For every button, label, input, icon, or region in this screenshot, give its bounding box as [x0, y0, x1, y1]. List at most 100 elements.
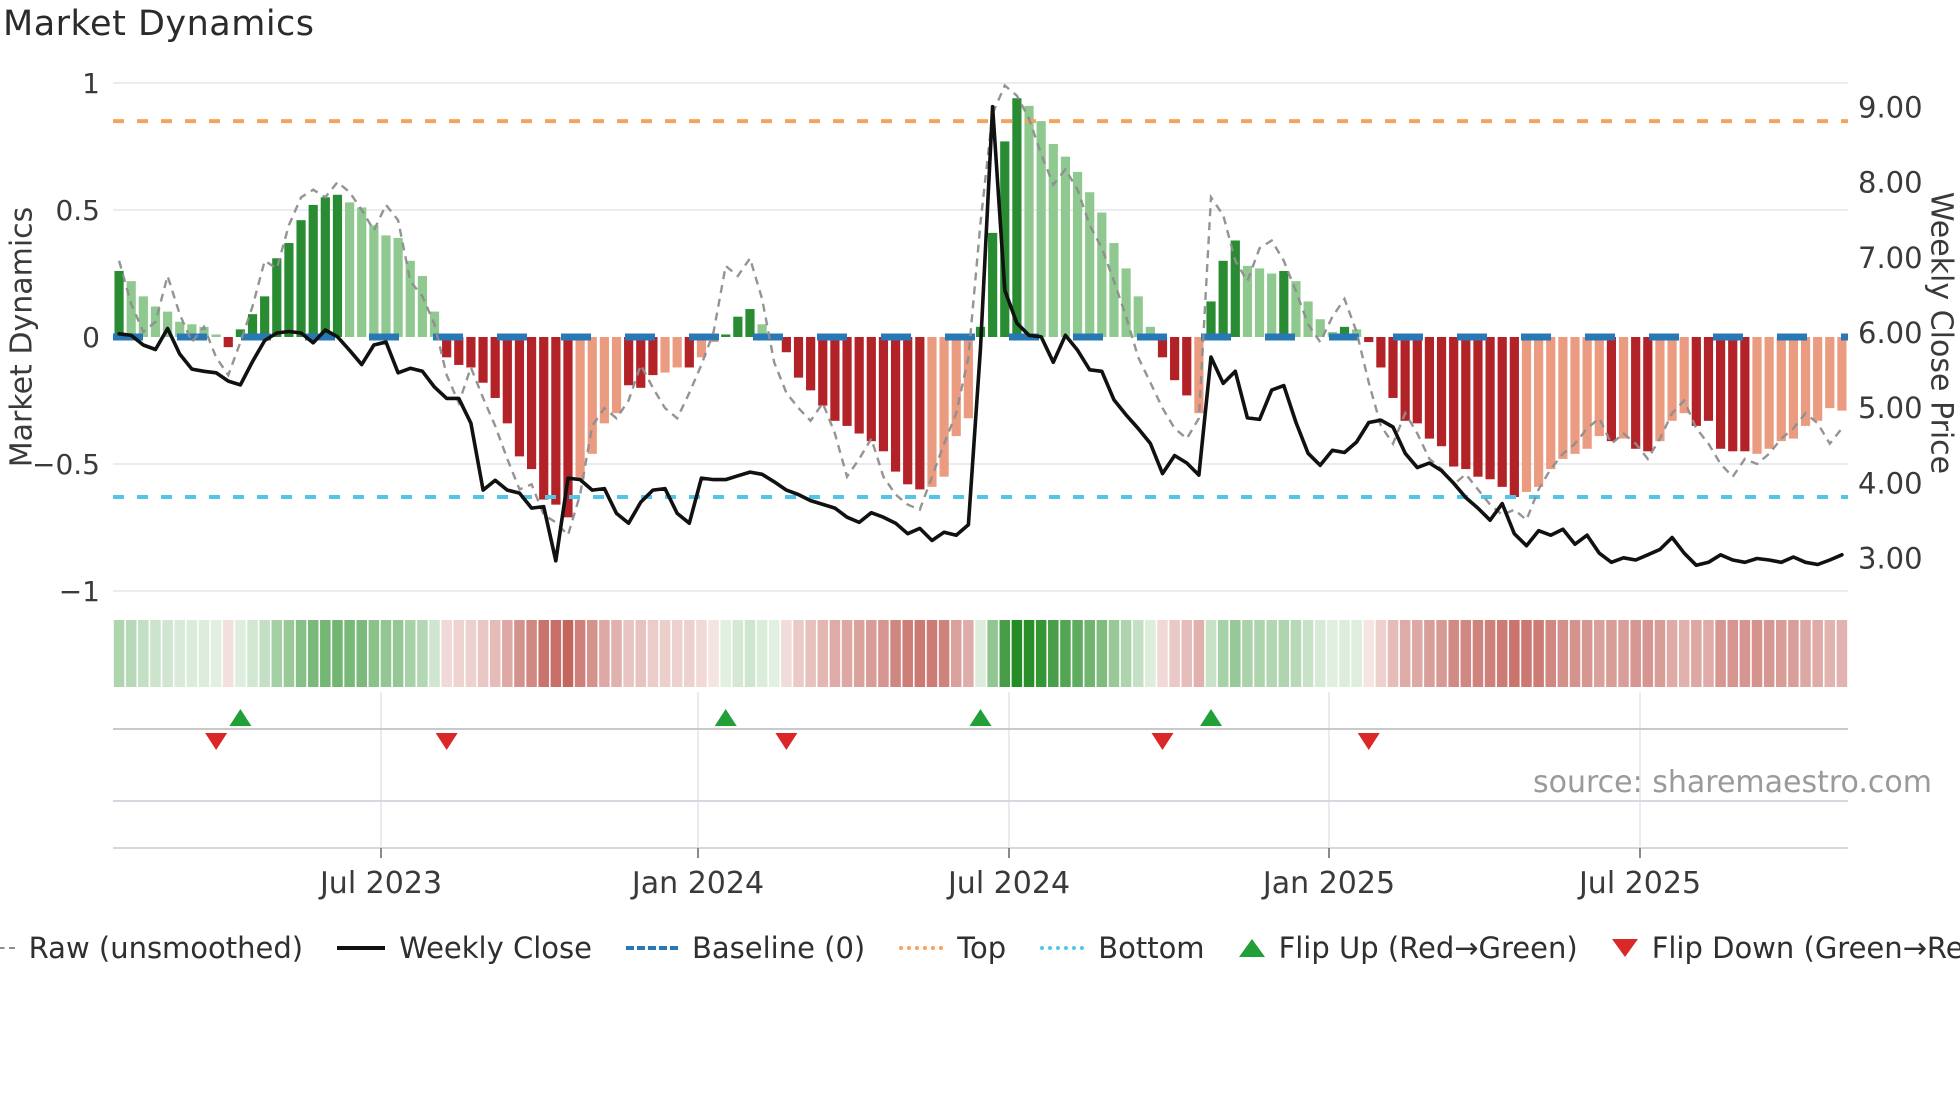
legend-item-top: Top	[899, 931, 1006, 965]
heatmap-cell	[259, 620, 270, 687]
bar	[1133, 296, 1143, 337]
right-axis-tick: 9.00	[1858, 90, 1923, 124]
bar	[175, 321, 185, 337]
bar	[963, 337, 973, 419]
heatmap-cell	[878, 620, 889, 687]
heatmap-cell	[368, 620, 380, 687]
heatmap-cell	[1654, 620, 1666, 687]
heatmap-cell	[453, 620, 465, 687]
bar	[369, 225, 379, 337]
heatmap-cell	[1217, 620, 1229, 687]
bar	[138, 296, 148, 337]
legend: Raw (unsmoothed) Weekly Close Baseline (…	[0, 926, 1960, 970]
bar	[1194, 337, 1204, 414]
bar	[1182, 337, 1192, 396]
heatmap-cell	[1727, 620, 1739, 687]
heatmap-cell	[1169, 620, 1180, 687]
heatmap-cell	[1242, 620, 1253, 687]
bar	[1461, 337, 1471, 470]
heatmap-cell	[538, 620, 549, 687]
bar	[1267, 273, 1277, 337]
heatmap-cell	[550, 620, 562, 687]
legend-item-baseline: Baseline (0)	[626, 931, 865, 965]
bar	[1012, 98, 1022, 338]
left-axis-tick: −0.5	[32, 448, 100, 481]
bar	[1206, 301, 1216, 337]
heatmap-cell	[1642, 620, 1654, 687]
heatmap-cell	[1581, 620, 1593, 687]
left-axis-tick: 1	[82, 67, 100, 100]
heatmap-cell	[684, 620, 695, 687]
right-axis-tick: 3.00	[1858, 542, 1923, 576]
bar	[1740, 337, 1750, 452]
bar	[890, 337, 901, 472]
heatmap-cell	[1132, 620, 1144, 687]
x-tick-label: Jan 2024	[630, 866, 764, 901]
heatmap-cell	[1533, 620, 1544, 687]
left-axis-tick: 0	[82, 321, 100, 354]
heatmap-cell	[1496, 620, 1508, 687]
bar	[1473, 337, 1483, 477]
x-tick-label: Jan 2025	[1261, 866, 1395, 901]
heatmap-cell	[1314, 620, 1326, 687]
bar	[260, 296, 270, 337]
heatmap-cell	[950, 620, 962, 687]
x-tick-label: Jul 2024	[946, 866, 1070, 901]
heatmap-cell	[1351, 620, 1362, 687]
bar	[854, 337, 864, 434]
bar	[344, 202, 355, 337]
bar	[1606, 337, 1617, 442]
legend-label: Weekly Close	[399, 931, 592, 965]
heatmap-cell	[1763, 620, 1775, 687]
bar	[1230, 240, 1240, 337]
bar	[114, 270, 124, 337]
heatmap-cell	[1193, 620, 1205, 687]
heatmap-cell	[963, 620, 974, 687]
heatmap-cell	[392, 620, 404, 687]
heatmap-cell	[829, 620, 841, 687]
bar	[1837, 337, 1847, 411]
bar	[1024, 105, 1034, 337]
heatmap-cell	[271, 620, 283, 687]
bar	[1752, 337, 1762, 454]
flip-down-marker	[205, 733, 228, 750]
left-axis-tick: −1	[59, 575, 100, 608]
heatmap-cell	[817, 620, 829, 687]
heatmap-cell	[987, 620, 998, 687]
right-axis-tick: 5.00	[1858, 391, 1923, 425]
page-title: Market Dynamics	[3, 4, 315, 44]
bar	[357, 207, 367, 337]
heatmap-cell	[235, 620, 246, 687]
heatmap-cell	[696, 620, 707, 687]
heatmap-cell	[1521, 620, 1532, 687]
heatmap-cell	[283, 620, 295, 687]
bar	[611, 337, 622, 414]
legend-label: Flip Down (Green→Red)	[1651, 931, 1960, 965]
heatmap-cell	[441, 620, 452, 687]
bar	[199, 326, 209, 337]
bar	[1303, 301, 1313, 337]
bar	[539, 337, 549, 500]
bar	[672, 337, 682, 368]
bar	[381, 235, 391, 337]
bar	[1631, 337, 1641, 449]
heatmap-cell	[1788, 620, 1799, 687]
heatmap-cell	[380, 620, 392, 687]
bar	[1048, 143, 1058, 337]
heatmap-cell	[1800, 620, 1811, 687]
heatmap-cell	[1484, 620, 1496, 687]
heatmap-cell	[429, 620, 440, 687]
legend-item-bottom: Bottom	[1040, 931, 1205, 965]
bar	[733, 316, 743, 337]
heatmap-cell	[514, 620, 525, 687]
bar	[284, 243, 294, 337]
bar	[1352, 329, 1362, 337]
heatmap-cell	[841, 620, 853, 687]
bar	[1436, 337, 1447, 447]
bar	[1339, 326, 1350, 337]
heatmap-cell	[975, 620, 986, 687]
heatmap-cell	[1072, 620, 1083, 687]
heatmap-cell	[1630, 620, 1641, 687]
source-attribution: source: sharemaestro.com	[1533, 765, 1932, 800]
heatmap-cell	[611, 620, 622, 687]
